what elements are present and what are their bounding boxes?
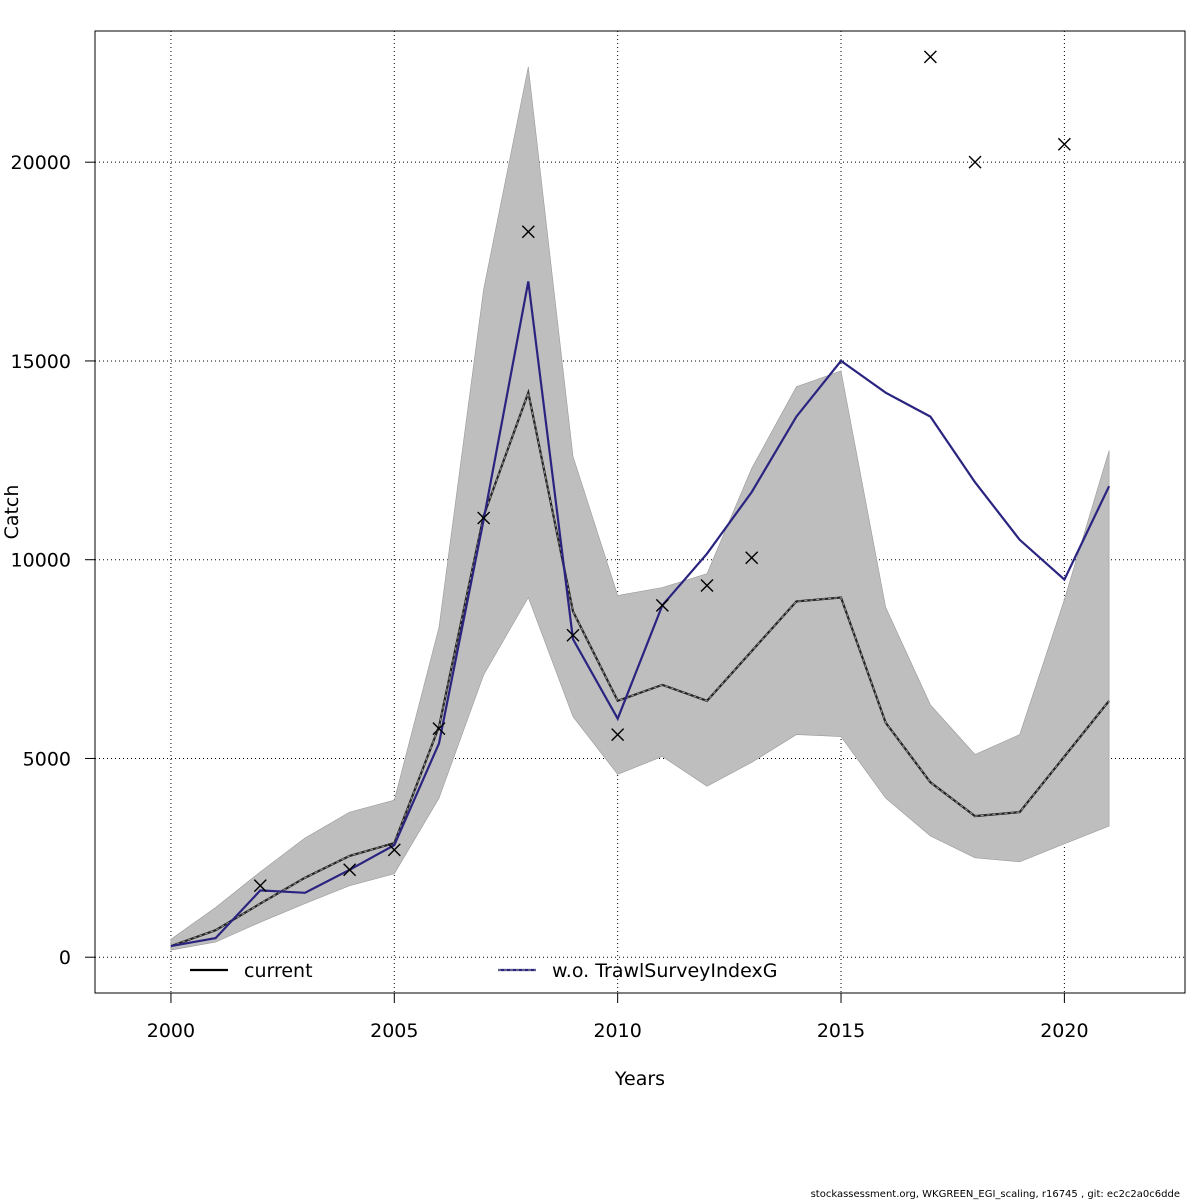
observation-stroke-b [253, 879, 267, 893]
series-line-wo-trawlsurveyindexg [170, 281, 1111, 948]
x-tick-label-2015: 2015 [817, 1020, 865, 1042]
series-line-current-dash [170, 390, 1110, 947]
observation-point [700, 579, 714, 593]
observation-stroke-b [1057, 137, 1071, 151]
y-tick-label-20000: 20000 [11, 152, 71, 174]
confidence-band-layer [170, 66, 1110, 951]
observation-stroke-b [521, 225, 535, 239]
observation-stroke-b [968, 155, 982, 169]
footer-credit: stockassessment.org, WKGREEN_EGI_scaling… [811, 1189, 1180, 1200]
x-axis: 2000 2005 2010 2015 2020 [147, 993, 1089, 1042]
observation-stroke-b [343, 863, 357, 877]
observation-stroke-b [566, 628, 580, 642]
observation-stroke-b [700, 579, 714, 593]
y-tick-label-0: 0 [59, 947, 71, 969]
observation-point [923, 50, 937, 64]
observation-point [611, 728, 625, 742]
observation-point [432, 722, 446, 736]
x-tick-label-2000: 2000 [147, 1020, 195, 1042]
confidence-band [170, 66, 1110, 951]
observation-stroke-b [611, 728, 625, 742]
y-tick-label-5000: 5000 [23, 748, 71, 770]
observation-stroke-b [432, 722, 446, 736]
observation-point [253, 879, 267, 893]
observation-point [1057, 137, 1071, 151]
legend: current w.o. TrawlSurveyIndexG [190, 960, 777, 982]
observation-stroke-b [387, 843, 401, 857]
y-axis: 0 5000 10000 15000 20000 [11, 152, 95, 969]
observation-stroke-b [655, 598, 669, 612]
x-tick-label-2010: 2010 [593, 1020, 641, 1042]
x-tick-label-2005: 2005 [370, 1020, 418, 1042]
observation-point [655, 598, 669, 612]
y-axis-title: Catch [1, 485, 23, 540]
observation-point [521, 225, 535, 239]
observation-point [745, 551, 759, 565]
y-tick-label-10000: 10000 [11, 550, 71, 572]
legend-label-current: current [244, 960, 313, 982]
series-layer [170, 281, 1111, 948]
legend-label-wo-trawlsurveyindexg: w.o. TrawlSurveyIndexG [552, 960, 777, 982]
observation-stroke-b [477, 511, 491, 525]
observation-point [477, 511, 491, 525]
observations-layer [253, 50, 1071, 893]
observation-point [343, 863, 357, 877]
observation-point [387, 843, 401, 857]
y-tick-label-15000: 15000 [11, 351, 71, 373]
observation-stroke-b [745, 551, 759, 565]
x-axis-title: Years [614, 1068, 665, 1090]
x-tick-label-2020: 2020 [1040, 1020, 1088, 1042]
plot-frame [94, 30, 1186, 994]
observation-point [566, 628, 580, 642]
observation-point [968, 155, 982, 169]
observation-stroke-b [923, 50, 937, 64]
